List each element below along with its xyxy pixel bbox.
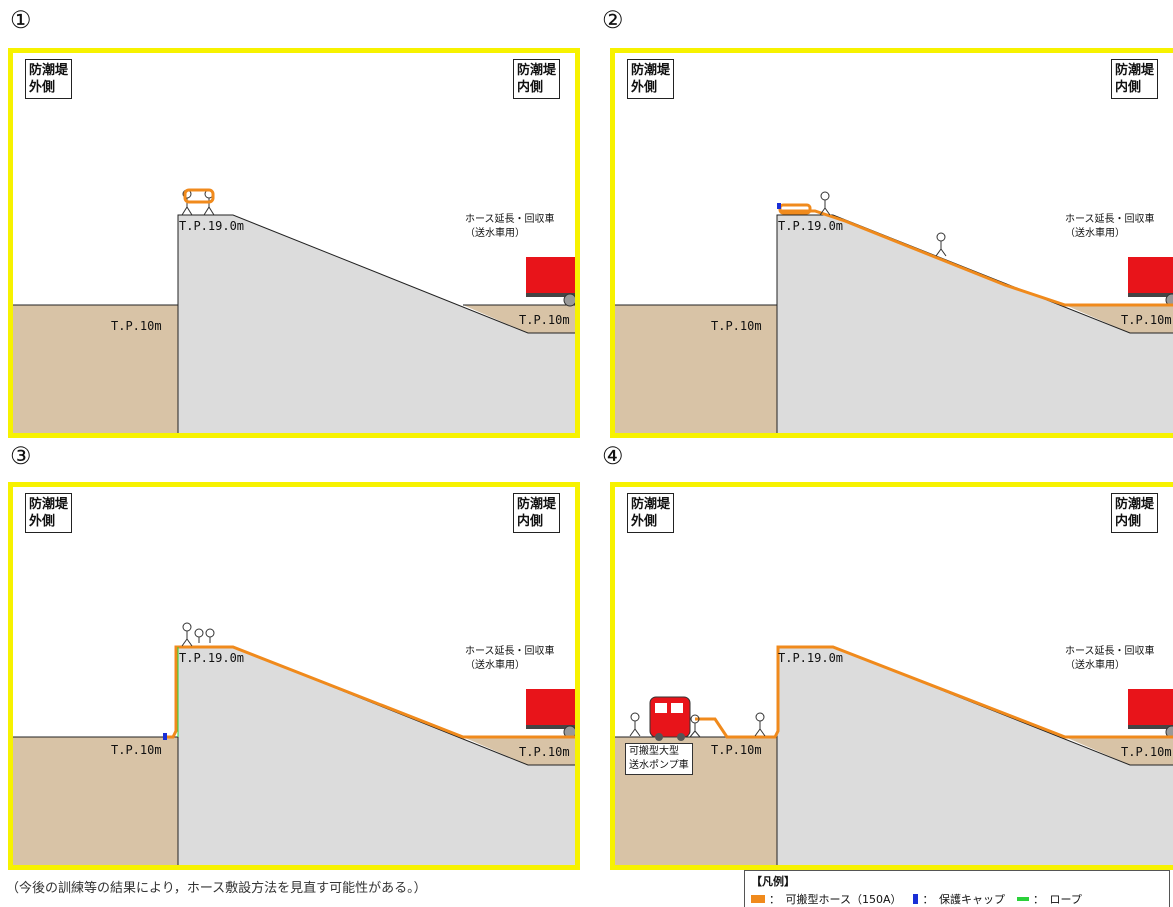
footnote: （今後の訓練等の結果により，ホース敷設方法を見直す可能性がある。） <box>6 881 427 896</box>
panel-3: 防潮堤 外側 防潮堤 内側 T.P.19.0m T.P.10m T.P.10m … <box>8 482 580 870</box>
panel-4-number: ④ <box>602 442 624 470</box>
panel-1-truck-label-line1: ホース延長・回収車 <box>465 214 555 225</box>
panel-4-pump-label-line2: 送水ポンプ車 <box>629 760 689 771</box>
panel-2-truck-label-line2: （送水車用） <box>1065 228 1125 239</box>
cap-swatch-icon <box>913 894 919 904</box>
panel-3-outer-level: T.P.10m <box>111 743 162 757</box>
legend-hose: ： 可搬型ホース（150A） <box>769 893 902 906</box>
panel-2-truck-label-line1: ホース延長・回収車 <box>1065 214 1155 225</box>
panel-1-crest-level: T.P.19.0m <box>179 219 245 233</box>
panel-3-crest-level: T.P.19.0m <box>179 651 245 665</box>
panel-3-number: ③ <box>10 442 32 470</box>
panel-2-truck-label: ホース延長・回収車 （送水車用） <box>1065 213 1155 241</box>
panel-1-number: ① <box>10 6 32 34</box>
panel-4-inner-label: 防潮堤 内側 <box>1111 493 1159 533</box>
panel-1-truck-label: ホース延長・回収車 （送水車用） <box>465 213 555 241</box>
panel-3-truck-label-line1: ホース延長・回収車 <box>465 646 555 657</box>
panel-4-pump-label: 可搬型大型 送水ポンプ車 <box>625 743 693 775</box>
legend-cap: ： 保護キャップ <box>922 893 1005 906</box>
panel-3-inner-label: 防潮堤 内側 <box>513 493 561 533</box>
panel-3-truck-label-line2: （送水車用） <box>465 660 525 671</box>
panel-2-levee-profile <box>615 191 1173 433</box>
panel-1: 防潮堤 外側 防潮堤 内側 T.P.19.0m T.P.10m T.P.10m … <box>8 48 580 438</box>
panel-2: 防潮堤 外側 防潮堤 内側 T.P.19.0m T.P.10m T.P.10m … <box>610 48 1173 438</box>
panel-4-outer-level: T.P.10m <box>711 743 762 757</box>
panel-1-outer-label: 防潮堤 外側 <box>25 59 73 99</box>
panel-3-truck-label: ホース延長・回収車 （送水車用） <box>465 645 555 673</box>
panel-2-inner-label: 防潮堤 内側 <box>1111 59 1159 99</box>
panel-1-inner-label: 防潮堤 内側 <box>513 59 561 99</box>
panel-2-outer-label: 防潮堤 外側 <box>627 59 675 99</box>
panel-4-inner-level: T.P.10m <box>1121 745 1172 759</box>
hose-swatch-icon <box>751 895 765 903</box>
panel-1-inner-level: T.P.10m <box>519 313 570 327</box>
panel-2-outer-level: T.P.10m <box>711 319 762 333</box>
panel-1-levee-profile <box>13 188 575 433</box>
panel-2-inner-level: T.P.10m <box>1121 313 1172 327</box>
panel-4-outer-label: 防潮堤 外側 <box>627 493 675 533</box>
panel-1-truck-label-line2: （送水車用） <box>465 228 525 239</box>
panel-4: 防潮堤 外側 防潮堤 内側 T.P.19.0m T.P.10m T.P.10m … <box>610 482 1173 870</box>
panel-4-truck-label: ホース延長・回収車 （送水車用） <box>1065 645 1155 673</box>
panel-4-truck-label-line2: （送水車用） <box>1065 660 1125 671</box>
panel-3-outer-label: 防潮堤 外側 <box>25 493 73 533</box>
panel-4-crest-level: T.P.19.0m <box>778 651 844 665</box>
panel-1-outer-level: T.P.10m <box>111 319 162 333</box>
panel-2-number: ② <box>602 6 624 34</box>
panel-4-pump-label-line1: 可搬型大型 <box>629 746 679 757</box>
legend: 【凡例】 ： 可搬型ホース（150A） ： 保護キャップ ： ロープ <box>744 870 1170 907</box>
legend-title: 【凡例】 <box>751 875 795 888</box>
panel-3-inner-level: T.P.10m <box>519 745 570 759</box>
rope-swatch-icon <box>1016 897 1029 901</box>
panel-4-levee-profile <box>615 645 1173 865</box>
legend-rope: ： ロープ <box>1032 893 1082 906</box>
panel-2-crest-level: T.P.19.0m <box>778 219 844 233</box>
panel-3-levee-profile <box>13 622 575 865</box>
panel-4-truck-label-line1: ホース延長・回収車 <box>1065 646 1155 657</box>
legend-row: ： 可搬型ホース（150A） ： 保護キャップ ： ロープ <box>751 891 1082 907</box>
